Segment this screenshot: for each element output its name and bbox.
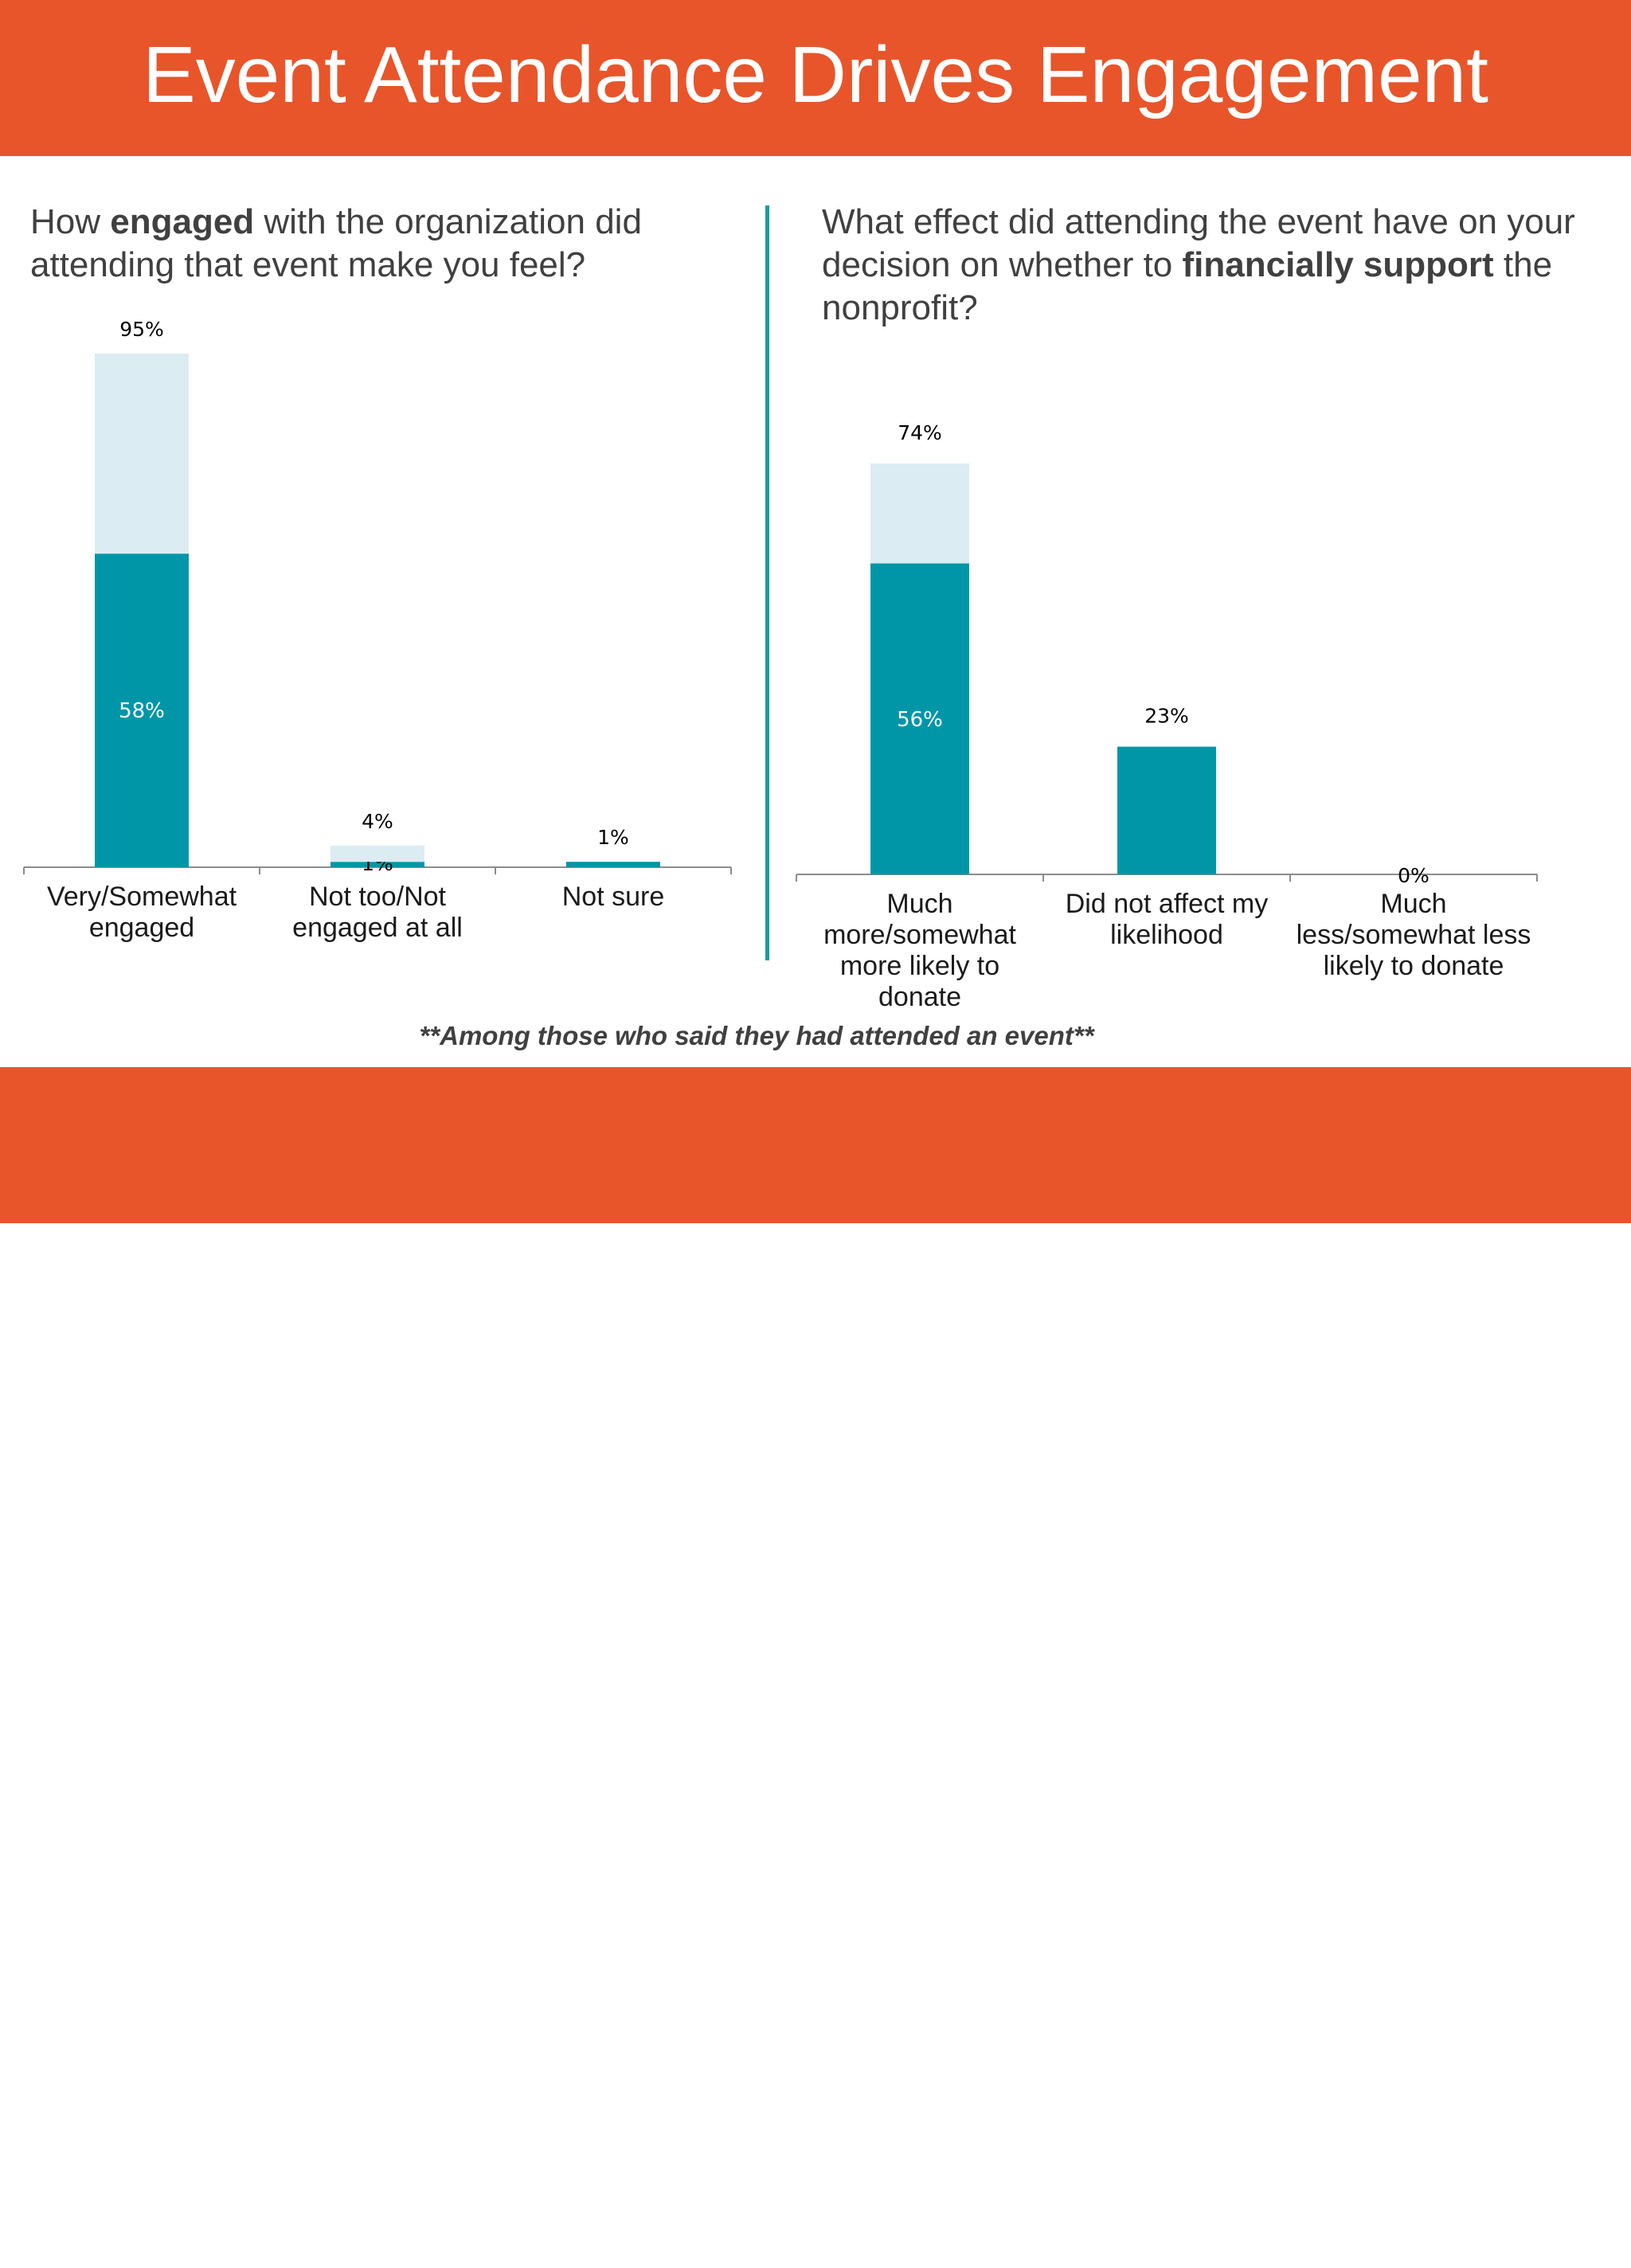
bar-segment-primary — [1117, 746, 1216, 874]
bar-total-label: 74% — [898, 421, 942, 444]
question-engagement: How engaged with the organization did at… — [30, 201, 747, 287]
engagement-bar-chart: 58% 95% Very/Somewhat engaged 1% 4% Not too/No… — [23, 318, 732, 943]
category-label-line: likely to donate — [1324, 951, 1504, 981]
logo-line-1: Association of — [92, 2243, 143, 2250]
category-label-line: Not too/Not — [309, 882, 447, 912]
category-label: Very/Somewhat engaged — [47, 882, 237, 943]
bar-inner-value-label: 58% — [119, 699, 165, 723]
question-text: with the organization did attending that… — [30, 202, 642, 284]
bar-inner-value-label: 56% — [897, 708, 943, 732]
logo-trademark: ® — [194, 2196, 201, 2207]
hashtag: #AFPFC — [1121, 2189, 1289, 2237]
category-label-line: more/somewhat — [823, 920, 1016, 950]
donation-likelihood-bar-chart: 56%74%Much more/somewhat more likely to don… — [796, 421, 1538, 1012]
bar-total-label: 95% — [119, 318, 164, 341]
bar-total-label: 0% — [1398, 864, 1430, 887]
category-label-line: Did not affect my — [1066, 889, 1269, 919]
bar-segment-primary — [331, 862, 424, 867]
bar-total-label: 1% — [597, 826, 629, 849]
website-link[interactable]: AFPFC.com — [1349, 2189, 1594, 2237]
category-label: Not too/Not engaged at all — [292, 882, 463, 943]
bar-segment-secondary — [331, 845, 424, 862]
category-label: Not sure — [562, 882, 665, 912]
title-banner: Event Attendance Drives Engagement — [0, 0, 1631, 156]
bar-total-label: 4% — [362, 810, 393, 833]
bar-segment-primary — [870, 563, 969, 874]
question-text: What effect did attending the event have… — [822, 202, 1575, 284]
category-label-line: Not sure — [562, 882, 665, 912]
footnote: **Among those who said they had attended… — [419, 1021, 1094, 1050]
category-label-line: more likely to — [840, 951, 999, 981]
bar-segment-primary — [95, 553, 189, 867]
category-label: Much less/somewhat less likely to donate — [1297, 889, 1531, 981]
vertical-divider — [765, 205, 769, 960]
category-label-line: Much — [1380, 889, 1446, 919]
category-label-line: engaged — [89, 913, 194, 943]
question-emphasis: financially support — [1182, 245, 1494, 284]
category-label-line: Very/Somewhat — [47, 882, 237, 912]
category-label-line: donate — [878, 982, 961, 1012]
bar-total-label: 23% — [1144, 705, 1189, 728]
bar-segment-secondary — [870, 463, 969, 564]
logo-mark: AFP — [92, 2193, 182, 2247]
category-label-line: likelihood — [1110, 920, 1223, 950]
bar-segment-primary — [566, 862, 660, 867]
category-label-line: less/somewhat less — [1297, 920, 1531, 950]
slide-title: Event Attendance Drives Engagement — [143, 30, 1488, 119]
category-label: Did not affect my likelihood — [1066, 889, 1269, 950]
category-label-line: engaged at all — [292, 913, 463, 943]
logo-line-2: Fundraising Professionals — [92, 2252, 182, 2260]
question-text: the nonprofit? — [822, 245, 1553, 327]
afp-logo: AFP ® Association of Fundraising Profess… — [72, 2169, 207, 2260]
footer-banner: AFP ® Association of Fundraising Profess… — [0, 1067, 1631, 2260]
question-emphasis: engaged — [110, 202, 255, 241]
category-label: Much more/somewhat more likely to donate — [823, 889, 1016, 1012]
category-label-line: Much — [886, 889, 952, 919]
question-text: How — [30, 202, 111, 241]
question-financial-support: What effect did attending the event have… — [822, 201, 1618, 330]
bar-segment-secondary — [95, 354, 189, 554]
